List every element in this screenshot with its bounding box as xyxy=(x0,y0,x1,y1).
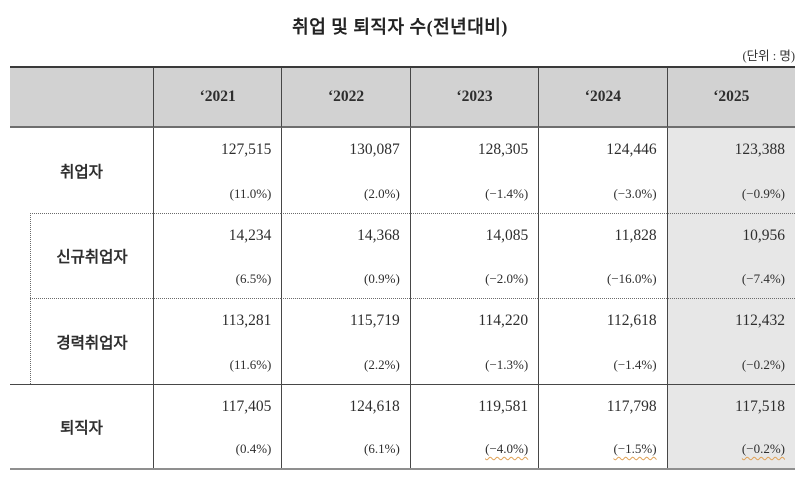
percent-text: (−1.4%) xyxy=(485,186,529,201)
indent-spacer xyxy=(10,298,30,384)
value-cell: 124,446 (−3.0%) xyxy=(538,128,666,213)
value-text: 14,368 xyxy=(357,227,400,244)
value-cell: 14,234 (6.5%) xyxy=(153,213,282,298)
header-year-2025: ‘2025 xyxy=(666,68,795,128)
value-cell: 113,281 (11.6%) xyxy=(153,298,282,384)
value-cell: 119,581 (−4.0%) xyxy=(409,384,539,468)
value-cell-highlight: 123,388 (−0.9%) xyxy=(666,128,795,213)
percent-text: (−0.2%) xyxy=(741,357,785,372)
value-text: 117,518 xyxy=(735,398,785,415)
value-cell: 128,305 (−1.4%) xyxy=(409,128,538,213)
percent-text: (0.4%) xyxy=(235,441,272,456)
value-cell: 124,618 (6.1%) xyxy=(281,384,410,468)
percent-text: (0.9%) xyxy=(364,271,400,286)
value-text: 114,220 xyxy=(478,312,529,329)
value-text: 128,305 xyxy=(477,141,529,158)
table-title: 취업 및 퇴직자 수(전년대비) xyxy=(292,17,508,37)
row-label-employed: 취업자 xyxy=(60,163,103,181)
value-text: 123,388 xyxy=(734,141,785,158)
value-cell: 114,220 (−1.3%) xyxy=(409,298,539,384)
value-cell: 14,368 (0.9%) xyxy=(281,213,410,298)
value-text: 124,446 xyxy=(606,141,657,158)
percent-text-spellcheck: (−4.0%) xyxy=(485,441,529,456)
value-cell: 112,618 (−1.4%) xyxy=(538,298,667,384)
value-text: 14,234 xyxy=(228,227,272,244)
value-cell: 117,798 (−1.5%) xyxy=(538,384,667,468)
value-text: 115,719 xyxy=(349,312,400,329)
percent-text: (6.5%) xyxy=(235,271,272,286)
value-text: 112,432 xyxy=(735,312,785,329)
value-text: 14,085 xyxy=(485,227,529,244)
value-text: 119,581 xyxy=(478,398,529,415)
value-text: 11,828 xyxy=(614,227,657,244)
header-year-2024: ‘2024 xyxy=(538,68,667,128)
percent-text: (−1.3%) xyxy=(485,357,529,372)
value-cell: 115,719 (2.2%) xyxy=(281,298,410,384)
percent-text: (11.6%) xyxy=(229,357,272,372)
header-year-2021: ‘2021 xyxy=(153,68,282,128)
value-text: 117,405 xyxy=(221,398,272,415)
percent-text: (11.0%) xyxy=(229,186,272,201)
value-cell: 117,405 (0.4%) xyxy=(153,384,282,468)
percent-text: (2.0%) xyxy=(364,186,400,201)
value-cell: 14,085 (−2.0%) xyxy=(409,213,539,298)
value-text: 117,798 xyxy=(606,398,657,415)
value-cell: 130,087 (2.0%) xyxy=(281,128,409,213)
percent-text-spellcheck: (−1.5%) xyxy=(613,441,657,456)
row-label-retirees: 퇴직자 xyxy=(10,384,153,468)
indent-spacer xyxy=(10,213,30,298)
row-label-experienced-hires: 경력취업자 xyxy=(30,298,153,384)
value-cell: 11,828 (−16.0%) xyxy=(538,213,667,298)
employment-table: ‘2021 ‘2022 ‘2023 ‘2024 ‘2025 취업자 127,51… xyxy=(10,66,795,470)
percent-text-spellcheck: (−0.2%) xyxy=(741,441,785,456)
value-text: 127,515 xyxy=(221,141,272,158)
percent-text: (2.2%) xyxy=(364,357,400,372)
value-text: 113,281 xyxy=(221,312,272,329)
header-year-2023: ‘2023 xyxy=(409,68,539,128)
value-text: 10,956 xyxy=(742,227,785,244)
unit-note: (단위 : 명) xyxy=(742,49,795,63)
value-cell-highlight: 117,518 (−0.2%) xyxy=(666,384,795,468)
header-year-2022: ‘2022 xyxy=(281,68,410,128)
percent-text: (−16.0%) xyxy=(607,271,657,286)
value-cell: 127,515 (11.0%) xyxy=(153,128,281,213)
value-text: 124,618 xyxy=(349,398,400,415)
header-corner-cell xyxy=(10,68,153,128)
percent-text: (6.1%) xyxy=(364,441,400,456)
value-cell-highlight: 112,432 (−0.2%) xyxy=(666,298,795,384)
percent-text: (−3.0%) xyxy=(613,186,657,201)
percent-text: (−0.9%) xyxy=(741,186,785,201)
value-cell-highlight: 10,956 (−7.4%) xyxy=(666,213,795,298)
percent-text: (−1.4%) xyxy=(613,357,657,372)
row-label-new-hires: 신규취업자 xyxy=(30,213,153,298)
percent-text: (−2.0%) xyxy=(485,271,529,286)
value-text: 112,618 xyxy=(606,312,657,329)
value-text: 130,087 xyxy=(349,141,400,158)
percent-text: (−7.4%) xyxy=(741,271,785,286)
